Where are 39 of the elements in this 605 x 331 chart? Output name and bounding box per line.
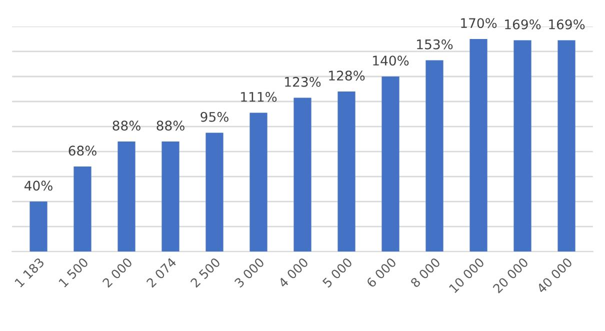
x-tick-label: 8 000: [410, 257, 441, 288]
x-tick-label: 20 000: [492, 257, 529, 294]
data-label: 95%: [200, 112, 228, 122]
bar: [30, 202, 48, 252]
bar: [162, 142, 180, 252]
x-tick-label: 5 000: [322, 257, 353, 288]
bar: [250, 112, 268, 252]
bar: [118, 142, 136, 252]
bar: [558, 40, 576, 252]
bar: [470, 38, 488, 252]
x-tick-label: 6 000: [366, 257, 397, 288]
x-tick-label: 10 000: [448, 257, 485, 294]
x-tick-label: 1 183: [14, 257, 45, 288]
x-tick-label: 2 000: [102, 257, 133, 288]
data-label: 128%: [329, 70, 365, 81]
data-label: 111%: [241, 92, 277, 102]
x-tick-label: 40 000: [536, 257, 573, 294]
x-tick-label: 2 074: [146, 257, 177, 288]
bar: [206, 132, 224, 252]
data-label: 88%: [156, 120, 184, 131]
data-label: 88%: [112, 120, 140, 131]
data-label: 123%: [285, 76, 321, 87]
bar: [294, 98, 312, 252]
data-label: 169%: [505, 19, 541, 30]
bar: [382, 76, 400, 252]
data-label: 153%: [417, 39, 453, 50]
data-label: 40%: [24, 180, 52, 191]
bar: [338, 92, 356, 252]
bar: [426, 60, 444, 252]
bar: [74, 166, 92, 252]
data-label: 140%: [373, 56, 409, 66]
x-tick-label: 1 500: [58, 257, 89, 288]
bar: [514, 40, 532, 252]
x-tick-label: 4 000: [278, 257, 309, 288]
data-label: 68%: [68, 146, 96, 156]
x-tick-label: 3 000: [234, 257, 265, 288]
data-label: 170%: [461, 18, 497, 28]
data-label: 169%: [549, 19, 585, 30]
x-tick-label: 2 500: [190, 257, 221, 288]
